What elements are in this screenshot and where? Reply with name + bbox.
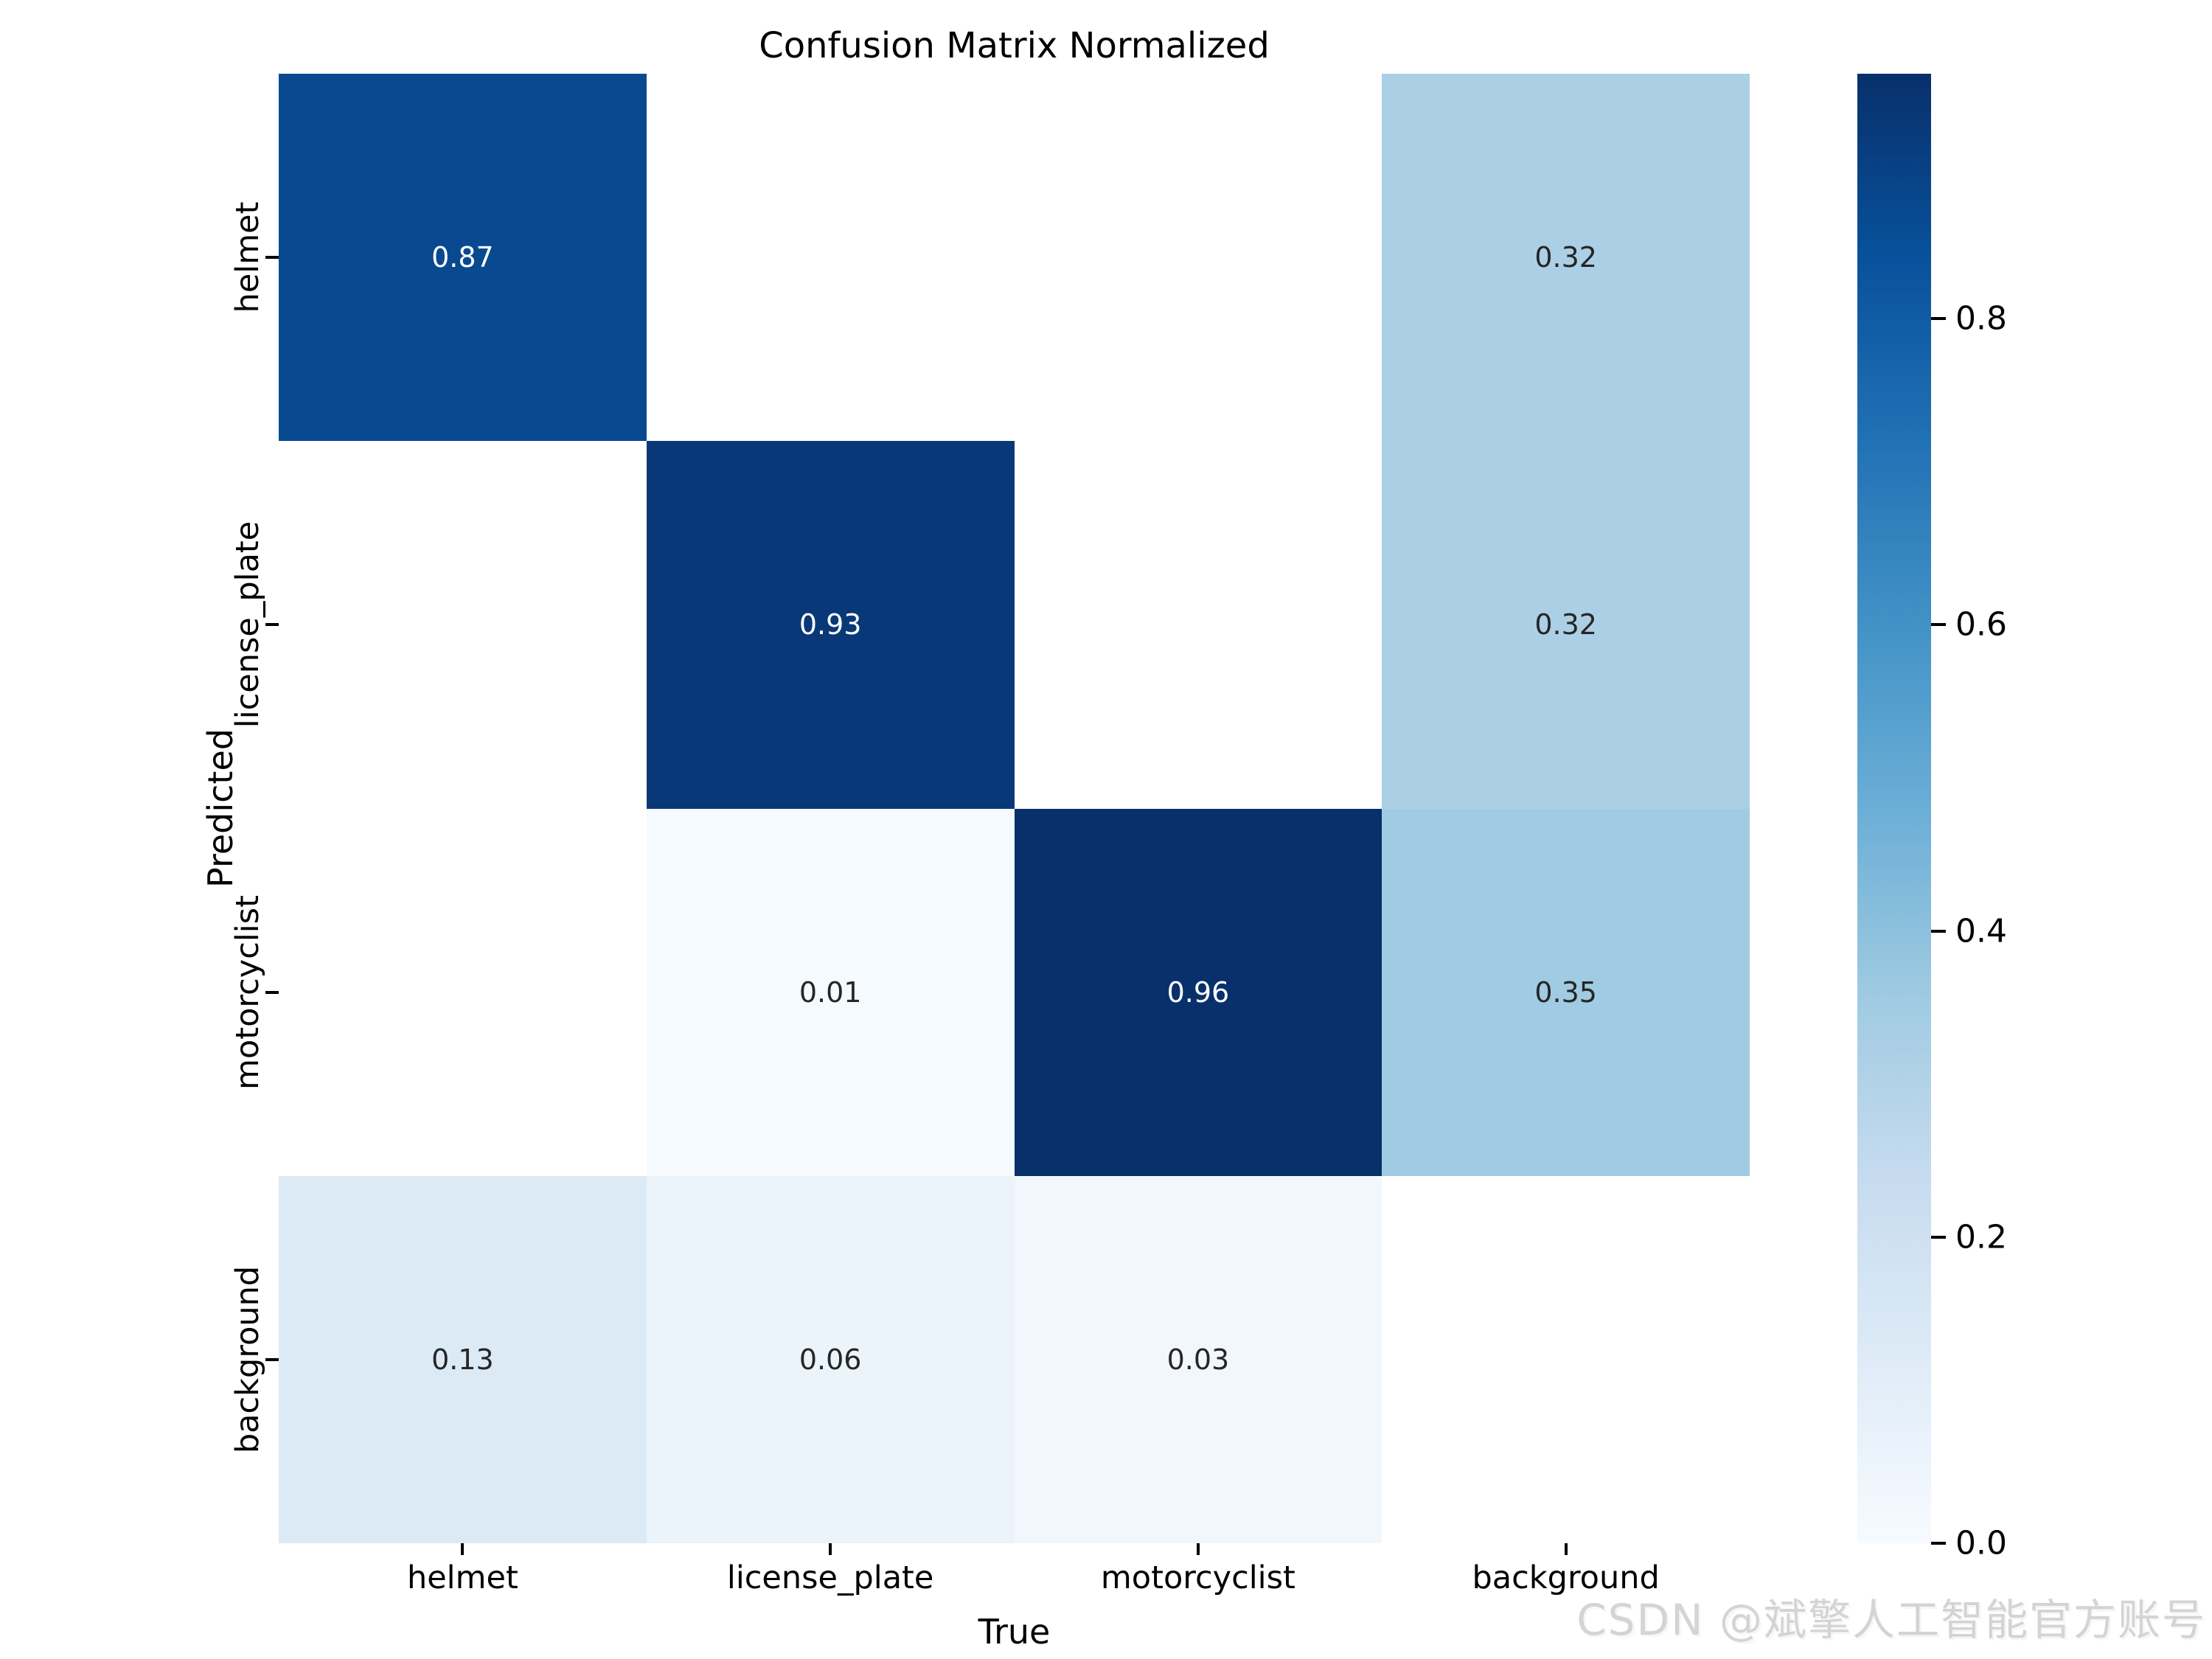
y-tick-label-helmet: helmet <box>229 201 266 313</box>
y-tick-label-background: background <box>229 1265 266 1454</box>
heatmap-cell-license_plate-helmet <box>279 441 647 809</box>
y-tick-mark <box>265 1357 279 1361</box>
heatmap-cell-motorcyclist-motorcyclist: 0.96 <box>1014 808 1382 1176</box>
colorbar-tick-label: 0.8 <box>1955 299 2007 338</box>
cell-value: 0.06 <box>799 1343 862 1376</box>
cell-value: 0.35 <box>1534 975 1597 1009</box>
x-tick-mark <box>1196 1543 1200 1555</box>
y-tick-mark <box>265 623 279 627</box>
x-tick-label-motorcyclist: motorcyclist <box>1100 1559 1295 1596</box>
colorbar-tick-label: 0.2 <box>1955 1218 2007 1256</box>
cell-value: 0.32 <box>1534 241 1597 274</box>
heatmap-cell-background-motorcyclist: 0.03 <box>1014 1175 1382 1543</box>
colorbar-tick-label: 0.6 <box>1955 605 2007 644</box>
y-axis-label: Predicted <box>201 728 240 888</box>
heatmap-cell-license_plate-background: 0.32 <box>1382 441 1750 809</box>
y-tick-label-license_plate: license_plate <box>229 521 266 728</box>
colorbar-tick-mark <box>1931 1235 1946 1239</box>
colorbar-tick-mark <box>1931 1542 1946 1545</box>
heatmap-cell-license_plate-license_plate: 0.93 <box>646 441 1015 809</box>
heatmap-cell-motorcyclist-background: 0.35 <box>1382 808 1750 1176</box>
cell-value: 0.32 <box>1534 608 1597 641</box>
colorbar-tick-label: 0.4 <box>1955 912 2007 950</box>
cell-value: 0.03 <box>1166 1343 1230 1376</box>
x-axis-label: True <box>978 1612 1051 1652</box>
x-tick-label-license_plate: license_plate <box>726 1559 934 1596</box>
colorbar-gradient <box>1857 74 1931 1543</box>
chart-title: Confusion Matrix Normalized <box>759 25 1270 66</box>
heatmap-cell-license_plate-motorcyclist <box>1014 441 1382 809</box>
colorbar-tick-mark <box>1931 623 1946 627</box>
x-tick-mark <box>461 1543 465 1555</box>
colorbar-tick-mark <box>1931 929 1946 933</box>
x-tick-label-background: background <box>1472 1559 1660 1596</box>
heatmap-grid: 0.87 0.32 0.93 0.32 0.01 0.96 0.35 0.13 0.06 0.03 <box>279 74 1750 1543</box>
cell-value: 0.96 <box>1166 975 1230 1009</box>
heatmap-cell-background-license_plate: 0.06 <box>646 1175 1015 1543</box>
x-tick-label-helmet: helmet <box>406 1559 518 1596</box>
cell-value: 0.93 <box>799 608 862 641</box>
cell-value: 0.01 <box>799 975 862 1009</box>
heatmap-cell-background-helmet: 0.13 <box>279 1175 647 1543</box>
x-tick-mark <box>829 1543 832 1555</box>
y-tick-label-motorcyclist: motorcyclist <box>229 894 266 1090</box>
cell-value: 0.13 <box>431 1343 494 1376</box>
y-tick-mark <box>265 256 279 260</box>
heatmap-cell-helmet-motorcyclist <box>1014 74 1382 442</box>
heatmap-cell-helmet-helmet: 0.87 <box>279 74 647 442</box>
colorbar-tick-label: 0.0 <box>1955 1524 2007 1562</box>
heatmap-cell-helmet-background: 0.32 <box>1382 74 1750 442</box>
heatmap-cell-motorcyclist-license_plate: 0.01 <box>646 808 1015 1176</box>
x-tick-mark <box>1564 1543 1568 1555</box>
heatmap-cell-motorcyclist-helmet <box>279 808 647 1176</box>
cell-value: 0.87 <box>431 241 494 274</box>
heatmap-cell-background-background <box>1382 1175 1750 1543</box>
colorbar-tick-mark <box>1931 317 1946 321</box>
heatmap-cell-helmet-license_plate <box>646 74 1015 442</box>
y-tick-mark <box>265 990 279 994</box>
watermark: CSDN @斌擎人工智能官方账号 <box>1576 1595 2206 1645</box>
